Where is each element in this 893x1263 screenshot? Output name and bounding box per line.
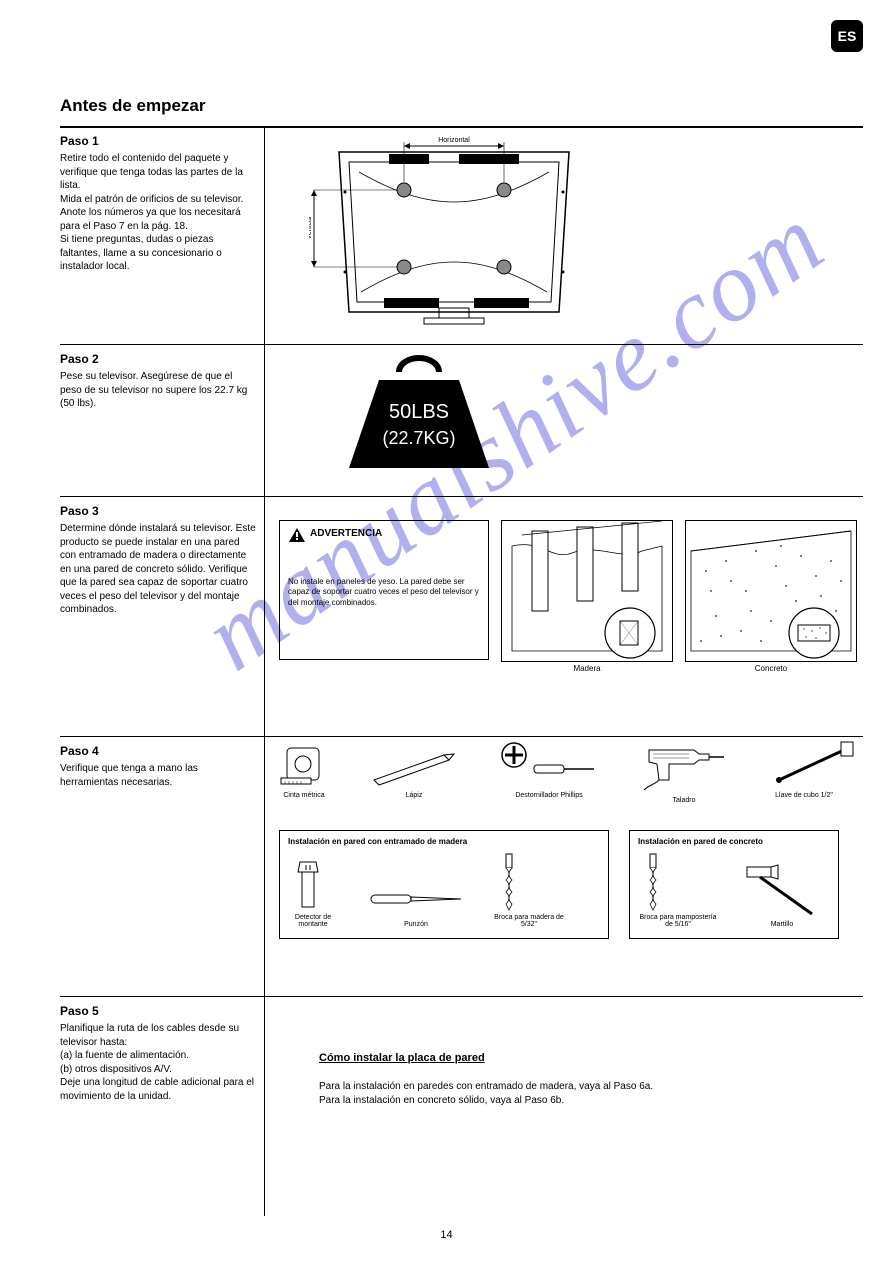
masonry-bit-icon: Broca para mampostería de 5/16": [638, 852, 718, 928]
svg-text:Horizontal: Horizontal: [438, 137, 470, 144]
wood-tools-box: Instalación en pared con entramado de ma…: [279, 830, 609, 939]
step3-text: Determine dónde instalará su televisor. …: [60, 522, 256, 617]
tv-back-diagram: Horizontal Vertical: [309, 132, 579, 332]
step5-text-before: Planifique la ruta de los cables desde s…: [60, 1022, 256, 1103]
step2-text: Pese su televisor. Asegúrese de que el p…: [60, 370, 256, 411]
wood-wall-diagram: [501, 520, 673, 662]
wood-bit-icon: Broca para madera de 5/32": [494, 852, 564, 928]
page-title: Antes de empezar: [60, 96, 206, 116]
drill-icon: Taladro: [639, 740, 729, 804]
step4-number: Paso 4: [60, 744, 256, 758]
warning-title: ADVERTENCIA: [310, 527, 382, 540]
svg-text:Vertical: Vertical: [309, 216, 313, 239]
awl-icon: Punzón: [366, 879, 466, 928]
stud-finder-icon: Detector de montante: [288, 857, 338, 928]
step5-text-after: Para la instalación en paredes con entra…: [319, 1080, 863, 1107]
concrete-wall-label: Concreto: [685, 664, 857, 673]
tape-measure-icon: Cinta métrica: [279, 740, 329, 799]
svg-text:50LBS: 50LBS: [389, 401, 449, 423]
step3-number: Paso 3: [60, 504, 256, 518]
wood-wall-label: Madera: [501, 664, 673, 673]
step5-subheading: Cómo instalar la placa de pared: [319, 1052, 863, 1064]
language-badge: ES: [831, 20, 863, 52]
concrete-wall-diagram: [685, 520, 857, 662]
warning-box: ADVERTENCIA No instale en paneles de yes…: [279, 520, 489, 660]
weight-icon: 50LBS (22.7KG): [339, 350, 489, 460]
pencil-icon: Lápiz: [369, 740, 459, 799]
step5-number: Paso 5: [60, 1004, 256, 1018]
phillips-screwdriver-icon: Destornillador Phillips: [499, 740, 599, 799]
socket-wrench-icon: Llave de cubo 1/2": [769, 740, 859, 799]
warning-text: No instale en paneles de yeso. La pared …: [288, 577, 480, 608]
svg-text:(22.7KG): (22.7KG): [382, 428, 455, 448]
page-number: 14: [0, 1229, 893, 1241]
step1-number: Paso 1: [60, 134, 256, 148]
step2-number: Paso 2: [60, 352, 256, 366]
step1-text: Retire todo el contenido del paquete y v…: [60, 152, 256, 274]
concrete-tools-box: Instalación en pared de concreto Broca p…: [629, 830, 839, 939]
hammer-icon: Martillo: [742, 859, 822, 928]
warning-icon: [288, 527, 306, 543]
step4-text: Verifique que tenga a mano las herramien…: [60, 762, 256, 789]
